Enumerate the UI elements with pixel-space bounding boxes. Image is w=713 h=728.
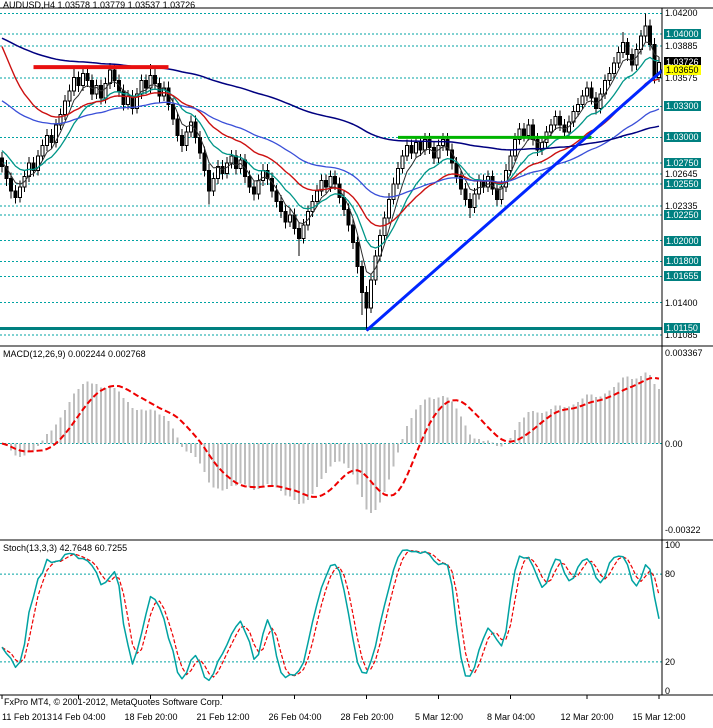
- stoch-scale-label: 0: [665, 686, 671, 696]
- price-level-label: 1.01150: [664, 323, 700, 333]
- price-level-label: 1.02550: [664, 179, 701, 189]
- macd-indicator-title: MACD(12,26,9) 0.002244 0.002768: [3, 349, 146, 359]
- stoch-main-line: [1, 549, 660, 682]
- macd-signal-line: [1, 376, 660, 498]
- drawn-objects-layer[interactable]: [33, 50, 687, 332]
- ma-red: [1, 46, 660, 227]
- time-label: 12 Mar 20:00: [560, 712, 614, 722]
- time-label: 14 Feb 04:00: [52, 712, 106, 722]
- ma-teal: [1, 56, 660, 249]
- price-label: 1.04200: [665, 8, 698, 18]
- moving-averages-layer: [1, 37, 660, 275]
- price-label: 1.01085: [665, 330, 698, 340]
- time-label: 15 Mar 12:00: [632, 712, 686, 722]
- macd-layer: [0, 372, 662, 513]
- time-label: 26 Feb 04:00: [268, 712, 322, 722]
- macd-scale-label: 0.003367: [665, 348, 703, 358]
- price-label: 1.01400: [665, 298, 698, 308]
- candles-layer: [0, 13, 661, 331]
- time-label: 21 Feb 12:00: [196, 712, 250, 722]
- ma-navy: [1, 37, 660, 151]
- main-chart-title: AUDUSD,H4 1.03578 1.03779 1.03537 1.0372…: [3, 0, 196, 10]
- panel-borders: [0, 7, 713, 699]
- stoch-scale-label: 20: [665, 657, 676, 667]
- price-label: 1.03575: [665, 73, 698, 83]
- time-label: 28 Feb 20:00: [340, 712, 394, 722]
- time-label: 11 Feb 2013: [2, 712, 52, 722]
- price-level-label: 1.01655: [664, 271, 701, 281]
- price-level-label: 1.02000: [664, 236, 701, 246]
- price-label: 1.02645: [665, 169, 698, 179]
- price-level-label: 1.02750: [664, 158, 701, 168]
- time-label: 8 Mar 04:00: [486, 712, 536, 722]
- ma-blue: [1, 100, 660, 198]
- copyright-text: FxPro MT4, © 2001-2012, MetaQuotes Softw…: [4, 697, 223, 707]
- trendline-blue[interactable]: [365, 50, 687, 332]
- price-label: 1.03885: [665, 41, 698, 51]
- time-label: 5 Mar 12:00: [414, 712, 464, 722]
- ask-price-label: 1.03650: [664, 65, 701, 75]
- stoch-scale-label: 80: [665, 569, 676, 579]
- current-price-label: 1.03726: [664, 57, 701, 67]
- price-level-label: 1.03000: [664, 132, 701, 142]
- price-label: 1.02335: [665, 201, 698, 211]
- stoch-layer: [0, 549, 662, 682]
- stoch-scale-label: 100: [665, 540, 681, 550]
- macd-histogram: [5, 372, 660, 513]
- time-axis[interactable]: 11 Feb 2013 14 Feb 04:00 18 Feb 20:00 21 Fe…: [0, 711, 713, 727]
- stoch-signal-line: [1, 550, 660, 678]
- price-level-label: 1.01800: [664, 256, 701, 266]
- price-level-label: 1.04000: [664, 29, 701, 39]
- price-level-label: 1.03300: [664, 101, 701, 111]
- macd-scale-label: 0.00: [665, 439, 683, 449]
- price-level-label: 1.02250: [664, 210, 701, 220]
- time-label: 18 Feb 20:00: [124, 712, 178, 722]
- stoch-indicator-title: Stoch(13,3,3) 42.7648 60.7255: [3, 543, 128, 553]
- price-axis[interactable]: 1.04200 1.03885 1.03575 1.02645 1.02335 1.014…: [662, 0, 713, 728]
- macd-scale-label: -0.00322: [665, 525, 701, 535]
